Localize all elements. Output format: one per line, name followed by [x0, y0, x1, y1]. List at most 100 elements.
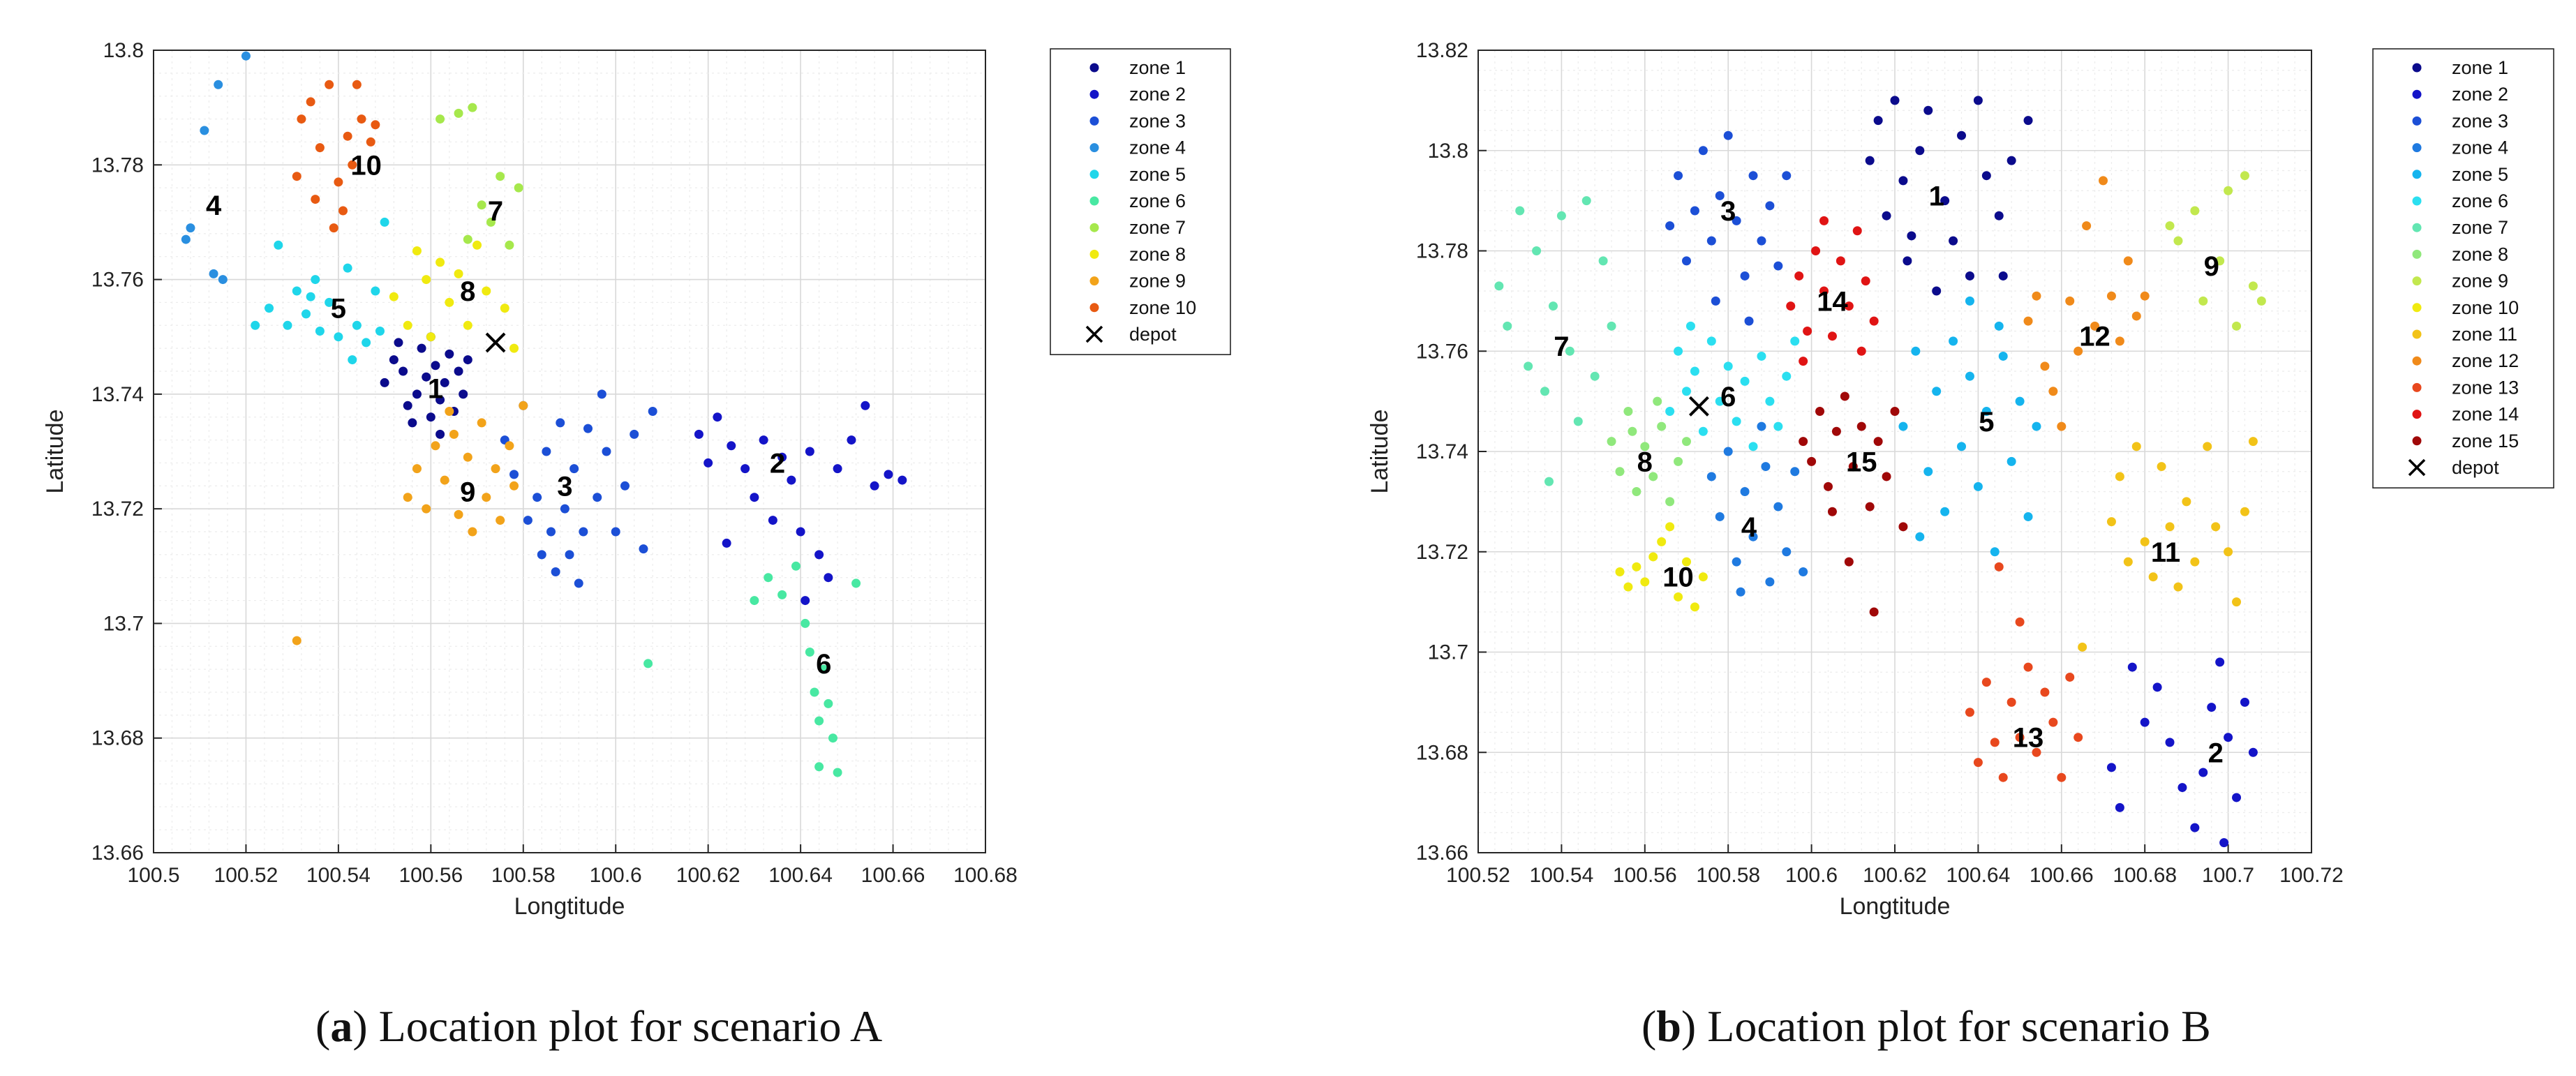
- data-point: [440, 378, 449, 387]
- legend-label: zone 1: [1129, 57, 1186, 78]
- data-point: [2032, 421, 2041, 431]
- data-point: [750, 493, 759, 502]
- legend-box: [2372, 48, 2554, 489]
- data-point: [1965, 296, 1974, 306]
- y-tick-label: 13.68: [91, 727, 144, 750]
- data-point: [463, 234, 472, 244]
- data-point: [348, 160, 357, 170]
- data-point: [1981, 678, 1991, 687]
- y-tick-label: 13.82: [1416, 39, 1468, 62]
- data-point: [814, 762, 824, 772]
- data-point: [1990, 547, 2000, 557]
- data-point: [422, 372, 431, 382]
- y-tick-label: 13.76: [1416, 340, 1468, 363]
- data-point: [334, 177, 343, 187]
- data-point: [1682, 387, 1691, 396]
- data-point: [2115, 336, 2124, 346]
- data-point: [1723, 361, 1733, 371]
- data-point: [2015, 733, 2025, 742]
- data-point: [777, 452, 787, 462]
- zone-label: 10: [350, 150, 382, 181]
- data-point: [602, 447, 611, 456]
- zone-label: 9: [2204, 251, 2219, 282]
- data-point: [1653, 396, 1662, 406]
- data-point: [1994, 562, 2004, 571]
- data-point: [1698, 426, 1708, 436]
- data-point: [713, 412, 722, 422]
- data-point: [1715, 396, 1725, 406]
- data-point: [1590, 371, 1600, 381]
- zone-label: 5: [1979, 407, 1994, 438]
- data-point: [1682, 437, 1691, 447]
- data-point: [814, 716, 824, 726]
- legend-marker: [1089, 196, 1099, 206]
- data-point: [209, 269, 218, 278]
- x-axis-label: Longtitude: [1840, 893, 1951, 920]
- data-point: [334, 332, 343, 342]
- legend-depot-stroke: [1085, 325, 1103, 343]
- data-point: [2173, 236, 2183, 246]
- data-point: [343, 131, 352, 141]
- legend-label: zone 5: [1129, 164, 1186, 185]
- data-point: [1856, 421, 1866, 431]
- legend-label: zone 1: [2452, 57, 2508, 78]
- data-point: [1540, 387, 1550, 396]
- x-tick-label: 100.64: [1946, 864, 2011, 887]
- data-point: [412, 464, 422, 474]
- zone-series-5: [1898, 296, 2041, 557]
- data-point: [1723, 130, 1733, 140]
- data-point: [777, 590, 787, 599]
- x-tick-label: 100.54: [1530, 864, 1594, 887]
- data-point: [1765, 396, 1775, 406]
- data-point: [2165, 522, 2175, 532]
- data-point: [1615, 567, 1625, 576]
- data-point: [514, 183, 523, 193]
- data-point: [1844, 557, 1854, 567]
- x-tick-label: 100.54: [306, 864, 371, 887]
- data-point: [2203, 442, 2212, 451]
- data-point: [509, 481, 519, 491]
- x-tick-label: 100.56: [1613, 864, 1677, 887]
- data-point: [801, 618, 810, 628]
- legend-depot-marker: [1085, 325, 1103, 343]
- zone-label: 8: [460, 276, 475, 307]
- data-point: [1690, 366, 1699, 376]
- data-point: [329, 223, 338, 233]
- data-point: [1782, 547, 1792, 557]
- legend-label: zone 10: [2452, 297, 2519, 318]
- data-point: [1657, 537, 1667, 546]
- x-tick-label: 100.6: [1785, 864, 1838, 887]
- data-point: [2140, 291, 2150, 301]
- x-tick-label: 100.66: [2030, 864, 2094, 887]
- data-point: [463, 355, 472, 365]
- data-point: [2007, 456, 2016, 466]
- data-point: [1757, 421, 1766, 431]
- zone-series-7: [1494, 196, 1616, 486]
- data-point: [1573, 417, 1583, 426]
- data-point: [1723, 447, 1733, 456]
- legend: zone 1 zone 2 zone 3 zone 4 zone 5 zone 6 zone…: [1050, 48, 1231, 356]
- data-point: [796, 527, 805, 537]
- zone-series-4: [1706, 421, 1808, 597]
- data-point: [426, 412, 435, 422]
- y-tick-label: 13.76: [91, 269, 144, 292]
- legend-label: zone 15: [2452, 431, 2519, 451]
- zone-series-1: [380, 332, 472, 439]
- data-point: [412, 246, 422, 255]
- data-point: [1640, 577, 1650, 587]
- data-point: [1765, 201, 1775, 211]
- data-point: [805, 447, 814, 456]
- zone-label: 14: [1817, 286, 1848, 317]
- data-point: [1628, 426, 1637, 436]
- data-point: [394, 338, 403, 348]
- data-point: [2090, 321, 2100, 331]
- data-point: [2115, 802, 2124, 812]
- y-axis-label: Latitude: [42, 410, 68, 494]
- data-point: [292, 172, 301, 181]
- data-point: [2165, 738, 2175, 747]
- data-point: [496, 172, 505, 181]
- data-point: [1831, 426, 1841, 436]
- data-point: [1965, 271, 1974, 281]
- x-tick-label: 100.52: [1446, 864, 1510, 887]
- data-point: [1790, 336, 1800, 346]
